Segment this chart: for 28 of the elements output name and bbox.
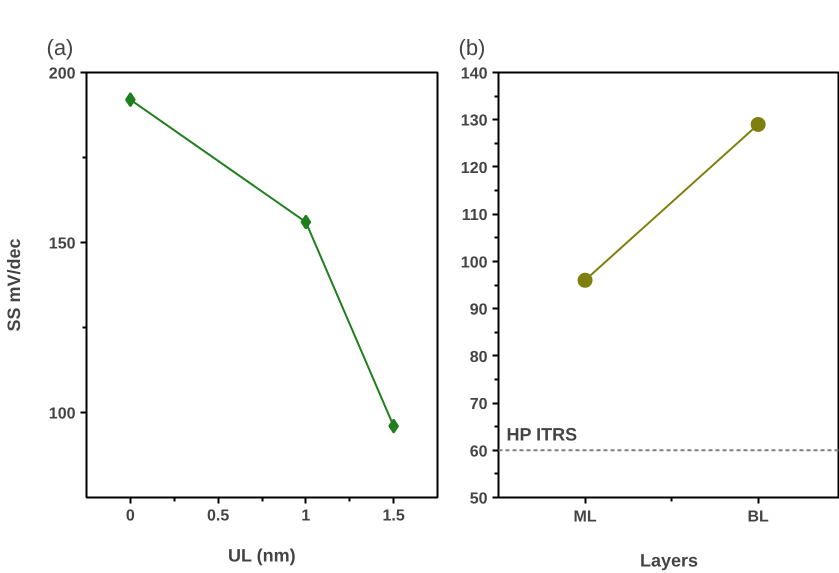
x-axis-title: Layers bbox=[640, 550, 698, 570]
chart-title: (b) bbox=[458, 35, 486, 60]
x-tick-label: 1 bbox=[301, 508, 310, 524]
x-axis-title: UL (nm) bbox=[228, 546, 296, 566]
y-tick-label: 70 bbox=[470, 396, 488, 414]
y-tick-label: 130 bbox=[460, 112, 488, 130]
y-tick-label: 80 bbox=[470, 348, 488, 366]
y-tick-label: 140 bbox=[460, 66, 488, 82]
y-tick-label: 200 bbox=[48, 66, 76, 82]
y-axis-title: SS mV/dec bbox=[4, 238, 24, 332]
y-tick-label: 60 bbox=[470, 443, 488, 460]
x-tick-label: 1.5 bbox=[382, 508, 405, 524]
y-tick-label: 100 bbox=[48, 406, 76, 422]
y-tick-label: 150 bbox=[48, 236, 76, 252]
x-tick-label: 0.5 bbox=[207, 508, 230, 524]
point bbox=[125, 92, 136, 108]
point bbox=[300, 214, 312, 230]
x-tick-label: BL bbox=[747, 508, 770, 526]
point bbox=[388, 418, 399, 434]
x-tick-label: ML bbox=[573, 508, 597, 526]
x-tick-label: 0 bbox=[126, 508, 135, 524]
y-tick-label: 120 bbox=[460, 160, 488, 177]
ref-line-label: HP ITRS bbox=[506, 424, 578, 444]
chart-title: (a) bbox=[46, 35, 74, 60]
y-tick-label: 110 bbox=[462, 207, 488, 224]
y-tick-label: 100 bbox=[460, 254, 488, 272]
y-tick-label: 50 bbox=[470, 490, 488, 508]
y-tick-label: 90 bbox=[470, 302, 488, 319]
